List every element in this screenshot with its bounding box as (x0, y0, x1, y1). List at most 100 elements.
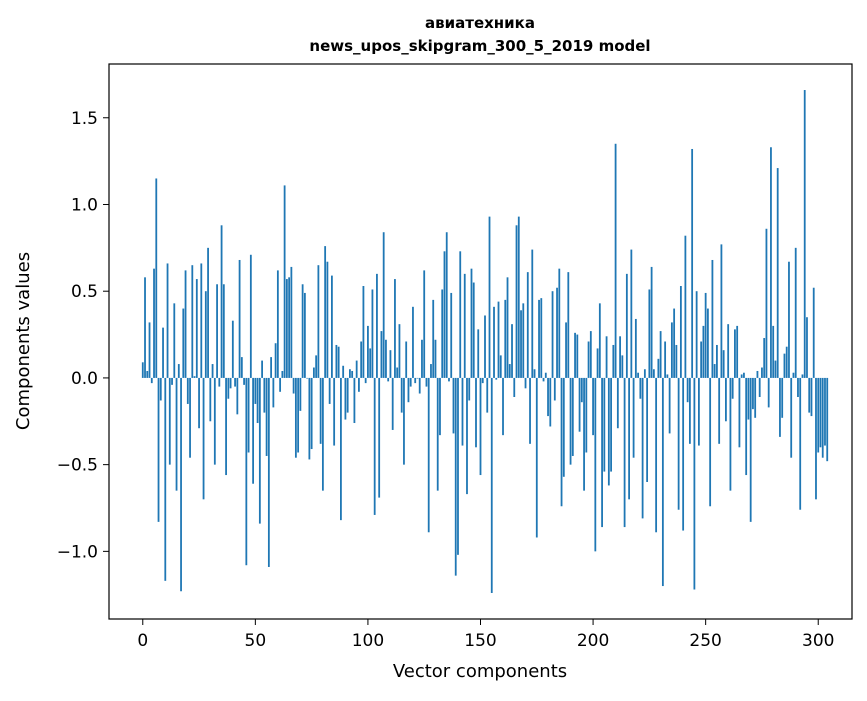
bar-301 (819, 377, 822, 448)
bar-267 (743, 372, 745, 378)
bar-225 (648, 289, 651, 378)
bar-100 (367, 325, 369, 378)
bar-176 (538, 299, 540, 378)
bar-219 (634, 318, 637, 378)
bar-270 (749, 377, 752, 522)
bar-55 (265, 377, 268, 456)
bar-72 (303, 292, 306, 378)
bar-38 (227, 377, 230, 399)
bar-118 (407, 377, 410, 403)
bar-108 (385, 339, 387, 378)
bar-7 (157, 377, 160, 522)
bar-115 (400, 377, 403, 413)
bar-75 (310, 377, 313, 450)
bar-294 (803, 90, 806, 378)
bar-80 (321, 377, 324, 491)
bar-287 (788, 261, 790, 378)
bar-174 (533, 369, 536, 378)
bar-247 (698, 377, 700, 446)
bar-282 (776, 168, 779, 378)
bar-157 (495, 377, 498, 380)
bar-172 (529, 377, 531, 444)
bar-193 (576, 334, 579, 378)
x-tick-label: 0 (137, 631, 148, 651)
bar-11 (166, 263, 169, 378)
bar-194 (578, 377, 581, 432)
bar-256 (718, 377, 721, 444)
bar-148 (475, 377, 477, 448)
bar-240 (682, 377, 685, 531)
bar-253 (711, 259, 714, 378)
bar-295 (806, 317, 808, 378)
bar-268 (745, 377, 748, 476)
bar-284 (781, 377, 784, 418)
bar-289 (792, 372, 795, 378)
bar-123 (418, 377, 421, 394)
bar-232 (664, 341, 667, 378)
bar-230 (659, 331, 662, 378)
bar-57 (270, 357, 273, 378)
bar-21 (189, 377, 191, 458)
bar-290 (794, 247, 797, 378)
bar-218 (632, 377, 635, 458)
bar-98 (362, 286, 365, 378)
bar-273 (756, 370, 759, 378)
bar-89 (342, 365, 345, 378)
bar-95 (355, 360, 358, 378)
bar-293 (801, 374, 804, 378)
bar-169 (522, 303, 525, 378)
bar-164 (511, 324, 513, 378)
bar-158 (497, 301, 500, 378)
bar-141 (459, 251, 462, 378)
bar-163 (508, 364, 511, 378)
chart-title: авиатехника (425, 14, 535, 32)
bar-258 (722, 350, 725, 378)
bar-101 (369, 348, 372, 378)
bar-133 (441, 289, 444, 378)
bar-266 (740, 374, 743, 378)
bar-261 (729, 377, 732, 491)
bar-259 (725, 377, 727, 422)
bar-105 (378, 377, 381, 498)
bar-231 (661, 377, 664, 587)
bar-182 (551, 291, 554, 378)
bar-251 (707, 308, 709, 378)
bar-155 (490, 377, 493, 593)
bar-142 (461, 377, 464, 446)
bar-197 (585, 377, 588, 453)
bar-285 (783, 353, 786, 378)
bar-198 (587, 341, 590, 378)
bar-70 (299, 377, 302, 411)
bar-15 (175, 377, 178, 491)
bar-18 (182, 308, 185, 378)
bar-214 (623, 377, 626, 528)
bar-6 (155, 178, 158, 378)
y-tick-label: 1.0 (71, 195, 98, 215)
bar-241 (684, 235, 687, 378)
bar-235 (670, 322, 673, 378)
bar-210 (614, 143, 617, 378)
bar-150 (479, 377, 482, 476)
bar-106 (380, 331, 383, 378)
bar-94 (353, 377, 356, 424)
bar-202 (596, 348, 599, 378)
bar-16 (177, 364, 180, 378)
bar-50 (254, 377, 257, 404)
bar-69 (297, 377, 300, 453)
bar-281 (774, 360, 777, 378)
bar-234 (668, 377, 671, 434)
bar-35 (220, 225, 223, 378)
bar-88 (340, 377, 342, 521)
bar-124 (421, 339, 423, 378)
bar-140 (457, 377, 459, 555)
bar-195 (580, 377, 583, 403)
y-tick-label: 0.5 (71, 282, 98, 302)
bar-156 (493, 306, 495, 378)
bar-5 (153, 268, 155, 378)
bar-188 (565, 322, 567, 378)
bar-25 (198, 377, 200, 429)
bar-271 (752, 377, 754, 410)
bar-63 (283, 185, 286, 378)
bar-252 (709, 377, 712, 507)
x-axis-ticks: 0 50 100 150 200 250 300 (137, 619, 834, 651)
